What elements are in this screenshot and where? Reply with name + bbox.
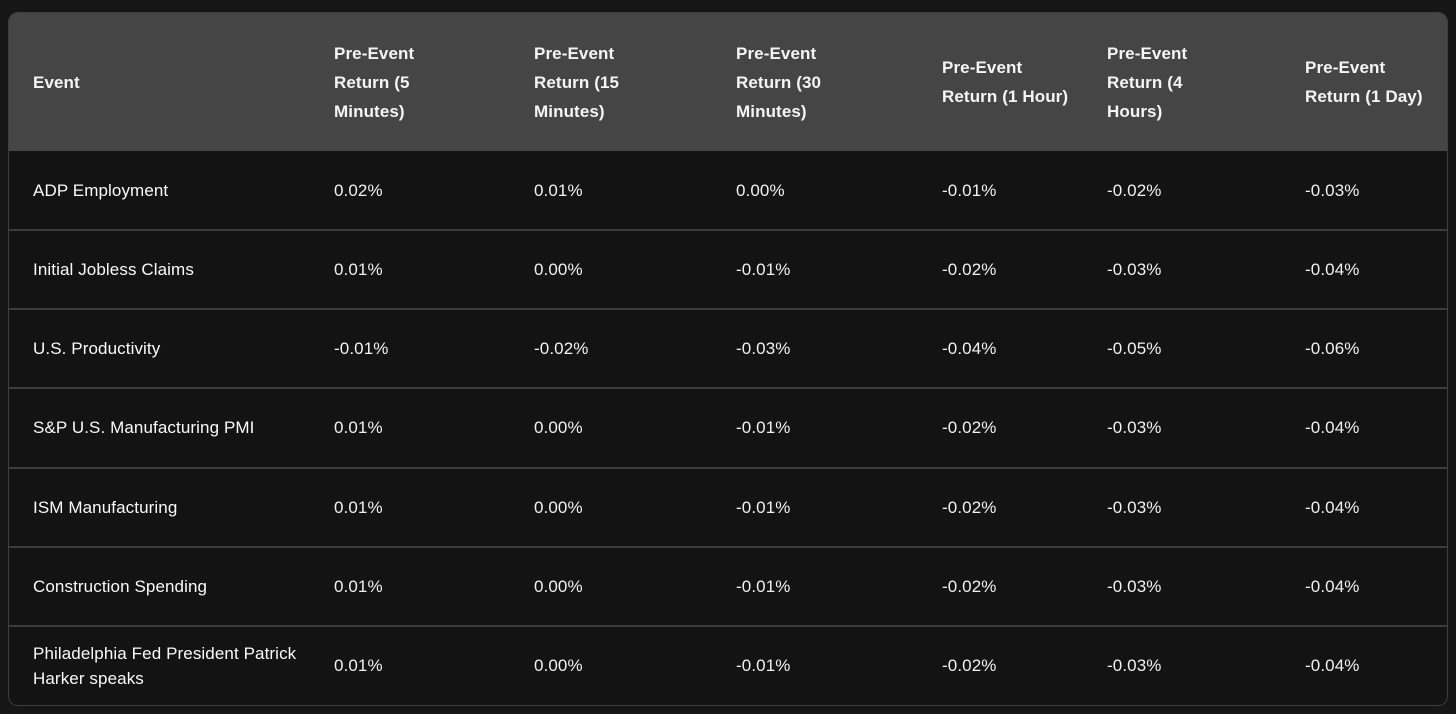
return-cell: 0.01% — [334, 418, 383, 438]
return-cell: -0.02% — [942, 418, 997, 438]
return-cell: 0.00% — [534, 260, 583, 280]
pre-event-returns-table: Event Pre-Event Return (5 Minutes) Pre-E… — [9, 13, 1447, 705]
return-cell: -0.04% — [1305, 497, 1360, 517]
event-cell: Construction Spending — [33, 576, 208, 596]
return-cell: 0.00% — [534, 497, 583, 517]
return-cell: -0.03% — [1107, 418, 1162, 438]
return-cell: -0.01% — [736, 656, 791, 676]
return-cell: -0.02% — [942, 576, 997, 596]
column-header-return-5min: Pre-Event Return (5 Minutes) — [310, 13, 510, 151]
event-cell: U.S. Productivity — [33, 339, 161, 359]
return-cell: 0.00% — [534, 418, 583, 438]
column-header-label: Pre-Event Return (1 Day) — [1305, 58, 1423, 106]
column-header-return-15min: Pre-Event Return (15 Minutes) — [510, 13, 712, 151]
return-cell: -0.04% — [1305, 656, 1360, 676]
return-cell: -0.01% — [334, 339, 389, 359]
return-cell: 0.01% — [334, 260, 383, 280]
column-header-label: Event — [33, 72, 80, 92]
return-cell: -0.01% — [736, 260, 791, 280]
column-header-label: Pre-Event Return (30 Minutes) — [736, 43, 822, 121]
return-cell: 0.01% — [534, 180, 583, 200]
return-cell: -0.01% — [942, 180, 997, 200]
table-row-construction-spending: Construction Spending 0.01% 0.00% -0.01%… — [9, 546, 1447, 626]
column-header-event: Event — [9, 13, 310, 151]
event-cell: S&P U.S. Manufacturing PMI — [33, 418, 255, 438]
column-header-label: Pre-Event Return (5 Minutes) — [334, 43, 415, 121]
return-cell: -0.04% — [1305, 260, 1360, 280]
column-header-return-30min: Pre-Event Return (30 Minutes) — [712, 13, 918, 151]
column-header-label: Pre-Event Return (15 Minutes) — [534, 43, 620, 121]
return-cell: -0.01% — [736, 497, 791, 517]
column-header-return-1day: Pre-Event Return (1 Day) — [1281, 13, 1447, 151]
column-header-return-4hours: Pre-Event Return (4 Hours) — [1083, 13, 1281, 151]
table-row-us-productivity: U.S. Productivity -0.01% -0.02% -0.03% -… — [9, 309, 1447, 389]
return-cell: -0.06% — [1305, 339, 1360, 359]
return-cell: -0.03% — [1107, 260, 1162, 280]
return-cell: 0.00% — [534, 576, 583, 596]
return-cell: -0.04% — [1305, 418, 1360, 438]
return-cell: 0.00% — [736, 180, 785, 200]
column-header-return-1hour: Pre-Event Return (1 Hour) — [918, 13, 1083, 151]
column-header-label: Pre-Event Return (1 Hour) — [942, 58, 1069, 106]
event-cell: ISM Manufacturing — [33, 497, 178, 517]
table-row-ism-manufacturing: ISM Manufacturing 0.01% 0.00% -0.01% -0.… — [9, 467, 1447, 547]
return-cell: 0.01% — [334, 576, 383, 596]
return-cell: -0.05% — [1107, 339, 1162, 359]
return-cell: -0.01% — [736, 418, 791, 438]
return-cell: -0.02% — [942, 260, 997, 280]
return-cell: -0.04% — [1305, 576, 1360, 596]
return-cell: -0.03% — [736, 339, 791, 359]
return-cell: -0.01% — [736, 576, 791, 596]
table-header: Event Pre-Event Return (5 Minutes) Pre-E… — [9, 13, 1447, 151]
return-cell: 0.00% — [534, 656, 583, 676]
return-cell: -0.02% — [1107, 180, 1162, 200]
table-row-initial-jobless-claims: Initial Jobless Claims 0.01% 0.00% -0.01… — [9, 230, 1447, 310]
return-cell: 0.01% — [334, 497, 383, 517]
table-row-adp-employment: ADP Employment 0.02% 0.01% 0.00% -0.01% … — [9, 151, 1447, 231]
pre-event-returns-table-card: Event Pre-Event Return (5 Minutes) Pre-E… — [8, 12, 1448, 706]
return-cell: -0.02% — [534, 339, 589, 359]
table-row-philadelphia-fed-harker-speaks: Philadelphia Fed President Patrick Harke… — [9, 625, 1447, 705]
table-row-sp-us-manufacturing-pmi: S&P U.S. Manufacturing PMI 0.01% 0.00% -… — [9, 388, 1447, 468]
return-cell: 0.01% — [334, 656, 383, 676]
table-body: ADP Employment 0.02% 0.01% 0.00% -0.01% … — [9, 151, 1447, 705]
return-cell: -0.03% — [1107, 576, 1162, 596]
column-header-label: Pre-Event Return (4 Hours) — [1107, 43, 1188, 121]
return-cell: -0.02% — [942, 497, 997, 517]
return-cell: -0.03% — [1107, 497, 1162, 517]
table-header-row: Event Pre-Event Return (5 Minutes) Pre-E… — [9, 13, 1447, 151]
return-cell: -0.03% — [1305, 180, 1360, 200]
return-cell: -0.02% — [942, 656, 997, 676]
return-cell: 0.02% — [334, 180, 383, 200]
return-cell: -0.04% — [942, 339, 997, 359]
event-cell: Philadelphia Fed President Patrick Harke… — [33, 643, 297, 688]
return-cell: -0.03% — [1107, 656, 1162, 676]
event-cell: Initial Jobless Claims — [33, 260, 194, 280]
event-cell: ADP Employment — [33, 180, 169, 200]
